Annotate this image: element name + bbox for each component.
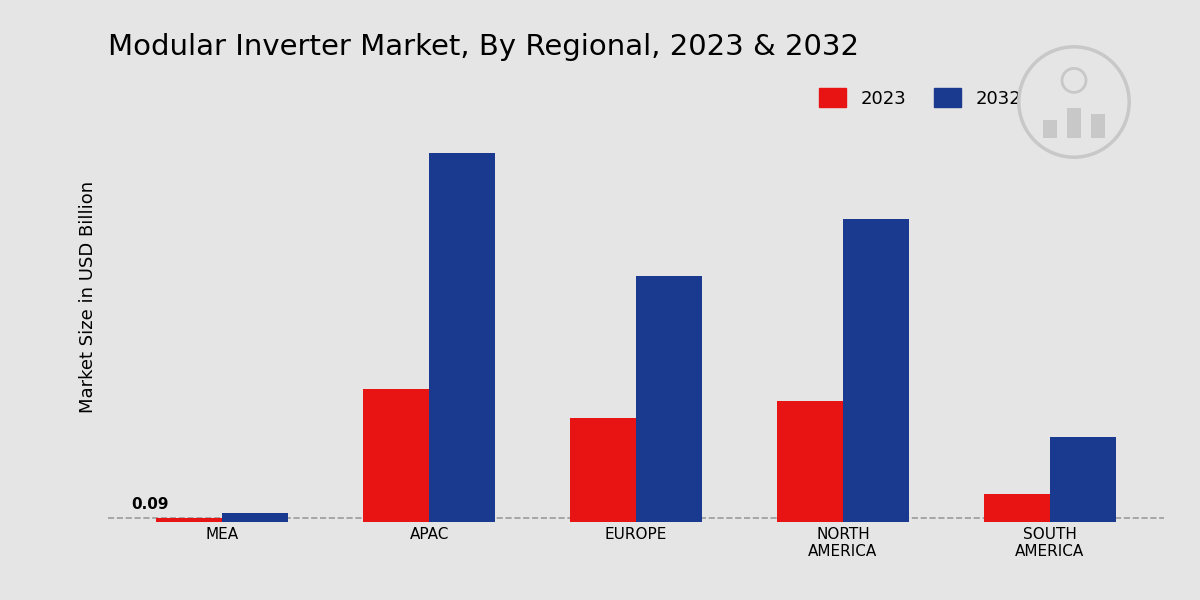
Legend: 2023, 2032: 2023, 2032 — [812, 81, 1028, 115]
Bar — [570, 418, 636, 522]
Bar — [430, 152, 496, 522]
Bar — [842, 219, 910, 522]
Bar — [636, 275, 702, 522]
Bar — [1050, 437, 1116, 522]
Bar — [1091, 114, 1105, 138]
Bar — [776, 401, 842, 522]
Bar — [362, 389, 430, 522]
Text: Modular Inverter Market, By Regional, 2023 & 2032: Modular Inverter Market, By Regional, 20… — [108, 34, 859, 61]
Bar — [1067, 108, 1081, 138]
Bar — [984, 494, 1050, 522]
Y-axis label: Market Size in USD Billion: Market Size in USD Billion — [79, 181, 97, 413]
Text: 0.09: 0.09 — [131, 497, 169, 512]
Bar — [156, 518, 222, 522]
Bar — [222, 514, 288, 522]
Bar — [1043, 120, 1057, 138]
